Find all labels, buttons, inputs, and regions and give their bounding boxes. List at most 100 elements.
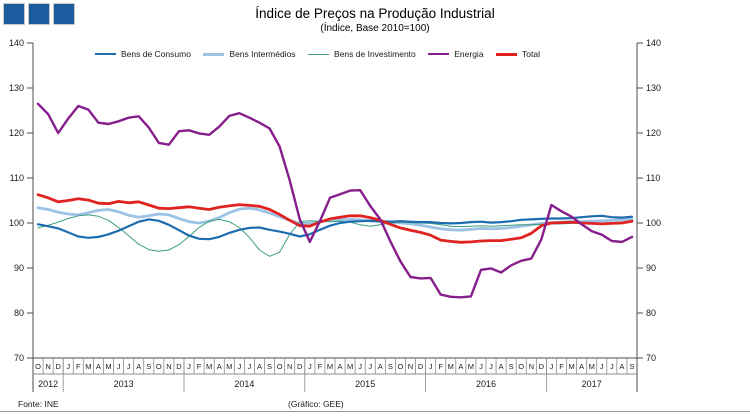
x-month-label: N: [287, 362, 292, 371]
logo-square: [28, 3, 50, 25]
x-month-label: S: [267, 362, 272, 371]
y-tick-label-left: 90: [14, 263, 24, 273]
x-month-label: J: [66, 362, 70, 371]
x-month-label: M: [589, 362, 595, 371]
x-month-label: D: [297, 362, 303, 371]
y-tick-label-left: 70: [14, 353, 24, 363]
x-month-label: J: [429, 362, 433, 371]
x-month-label: M: [327, 362, 333, 371]
legend-label-bens-de-investimento: Bens de Investimento: [334, 49, 416, 59]
x-month-label: D: [55, 362, 61, 371]
x-year-label: 2014: [234, 379, 254, 389]
series-line-total: [36, 193, 634, 244]
legend-label-energia: Energia: [454, 49, 484, 59]
x-month-label: O: [398, 362, 404, 371]
x-month-label: M: [468, 362, 474, 371]
x-year-label: 2015: [355, 379, 375, 389]
x-month-label: F: [559, 362, 564, 371]
x-month-label: D: [176, 362, 182, 371]
x-month-label: J: [368, 362, 372, 371]
legend-item-bens-interm-dios: Bens Intermédios: [203, 49, 296, 59]
x-month-label: M: [226, 362, 232, 371]
bottom-divider: [0, 411, 750, 412]
y-tick-label-left: 130: [9, 83, 24, 93]
x-month-label: F: [438, 362, 443, 371]
x-year-label: 2017: [582, 379, 602, 389]
x-month-label: J: [117, 362, 121, 371]
x-month-label: F: [76, 362, 81, 371]
legend-label-bens-interm-dios: Bens Intermédios: [229, 49, 296, 59]
y-tick-label-right: 100: [646, 218, 661, 228]
x-month-label: A: [96, 362, 101, 371]
legend-swatch-total: [496, 52, 518, 56]
legend-swatch-energia: [428, 53, 450, 55]
x-month-label: M: [347, 362, 353, 371]
x-month-label: N: [166, 362, 171, 371]
x-month-label: M: [206, 362, 212, 371]
x-month-label: A: [338, 362, 343, 371]
x-month-label: N: [529, 362, 534, 371]
y-tick-label-right: 110: [646, 173, 660, 183]
x-month-label: S: [509, 362, 514, 371]
x-year-label: 2013: [114, 379, 134, 389]
x-month-label: J: [187, 362, 191, 371]
y-tick-label-left: 140: [9, 38, 24, 48]
x-month-label: S: [146, 362, 151, 371]
y-tick-label-right: 80: [646, 308, 656, 318]
legend-item-energia: Energia: [428, 49, 484, 59]
y-tick-label-right: 90: [646, 263, 656, 273]
x-month-label: J: [550, 362, 554, 371]
y-tick-label-left: 100: [9, 218, 24, 228]
x-month-label: A: [579, 362, 584, 371]
logo-square: [3, 3, 25, 25]
x-month-label: S: [388, 362, 393, 371]
legend-item-bens-de-consumo: Bens de Consumo: [95, 49, 191, 59]
x-month-label: J: [127, 362, 131, 371]
legend-label-total: Total: [522, 49, 540, 59]
series-line-energia: [36, 102, 634, 299]
x-month-label: F: [318, 362, 323, 371]
legend-swatch-bens-de-consumo: [95, 53, 116, 55]
x-year-label: 2012: [38, 379, 58, 389]
x-month-label: J: [600, 362, 604, 371]
y-tick-label-right: 120: [646, 128, 661, 138]
x-month-label: J: [308, 362, 312, 371]
x-year-label: 2016: [476, 379, 496, 389]
y-tick-label-left: 120: [9, 128, 24, 138]
x-month-label: A: [619, 362, 624, 371]
x-month-label: A: [499, 362, 504, 371]
x-month-label: A: [217, 362, 222, 371]
y-tick-label-right: 130: [646, 83, 661, 93]
series-line-bens-de-investimento: [37, 214, 633, 257]
x-month-label: O: [156, 362, 162, 371]
x-month-label: M: [568, 362, 574, 371]
y-tick-label-right: 140: [646, 38, 661, 48]
chart-legend: Bens de Consumo Bens Intermédios Bens de I…: [95, 49, 540, 59]
series-line-bens-de-consumo: [36, 214, 634, 241]
x-month-label: A: [257, 362, 262, 371]
logo-square: [53, 3, 75, 25]
x-month-label: J: [358, 362, 362, 371]
logo-squares: [3, 3, 75, 25]
legend-item-bens-de-investimento: Bens de Investimento: [308, 49, 416, 59]
x-month-label: O: [35, 362, 41, 371]
x-month-label: J: [237, 362, 241, 371]
x-month-label: A: [136, 362, 141, 371]
x-month-label: N: [45, 362, 50, 371]
y-tick-label-right: 70: [646, 353, 656, 363]
x-month-label: O: [277, 362, 283, 371]
x-month-label: D: [418, 362, 424, 371]
x-month-label: M: [105, 362, 111, 371]
x-month-label: S: [629, 362, 634, 371]
x-month-label: J: [610, 362, 614, 371]
x-month-label: D: [539, 362, 545, 371]
x-month-label: J: [489, 362, 493, 371]
y-tick-label-left: 80: [14, 308, 24, 318]
x-month-label: N: [408, 362, 413, 371]
x-month-label: A: [378, 362, 383, 371]
legend-swatch-bens-de-investimento: [308, 53, 330, 55]
x-month-label: A: [458, 362, 463, 371]
x-month-label: F: [197, 362, 202, 371]
